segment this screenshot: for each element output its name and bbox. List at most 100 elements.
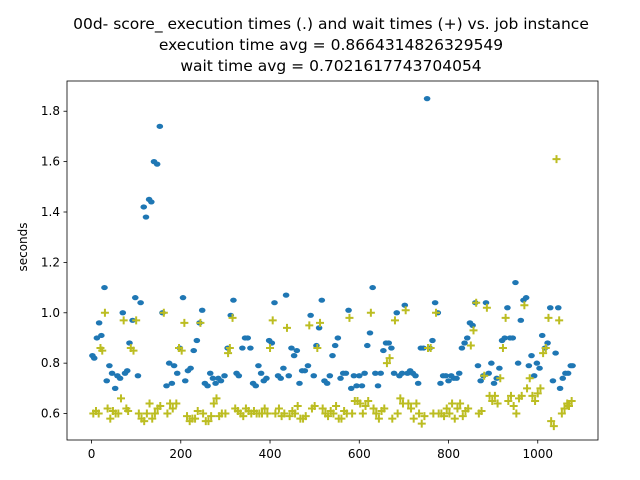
execution-time-point [181, 378, 189, 384]
chart-title: 00d- score_ execution times (.) and wait… [73, 15, 589, 75]
execution-time-point [90, 355, 98, 361]
wait-time-point [191, 414, 200, 423]
execution-time-point [528, 353, 535, 359]
execution-time-point [212, 380, 219, 386]
wait-time-point [150, 409, 159, 418]
execution-time-point [437, 380, 444, 386]
execution-time-point [263, 375, 270, 381]
execution-time-point [485, 370, 492, 376]
execution-time-point [377, 370, 384, 376]
wait-time-point [274, 404, 283, 413]
execution-time-point [380, 347, 387, 354]
wait-time-point [407, 404, 416, 413]
execution-time-point [431, 300, 439, 306]
axis-ticks: 0 200 400 600 800 1000 0.6 0.8 1.0 1.2 1.4 1.6 1.8 [41, 104, 553, 461]
wait-time-point [512, 409, 521, 418]
wait-time-point [552, 155, 561, 164]
execution-time-point [429, 337, 436, 344]
execution-time-point [209, 375, 217, 381]
wait-time-point [390, 316, 399, 325]
wait-time-point [506, 391, 515, 400]
y-axis-label: seconds [16, 222, 30, 271]
wait-time-point [501, 313, 510, 322]
execution-time-point [98, 332, 105, 339]
wait-time-point [100, 308, 109, 317]
wait-time-point [555, 316, 564, 325]
execution-time-point [170, 363, 178, 369]
wait-time-point [466, 341, 475, 350]
execution-time-point [364, 342, 371, 349]
wait-time-point [544, 313, 553, 322]
wait-time-point [180, 318, 189, 327]
execution-time-point [290, 353, 298, 359]
execution-time-point [517, 317, 525, 323]
execution-time-point [277, 375, 285, 381]
wait-time-point [156, 401, 165, 410]
wait-time-point [385, 354, 394, 363]
execution-time-point [512, 279, 519, 286]
wait-time-point [358, 409, 367, 418]
wait-time-point [426, 344, 435, 353]
wait-time-point [193, 407, 202, 416]
wait-time-point [415, 409, 424, 418]
wait-time-point [477, 407, 486, 416]
execution-time-point [140, 204, 148, 210]
wait-time-point [450, 414, 459, 423]
execution-time-point [423, 96, 431, 102]
execution-time-point [95, 320, 103, 326]
execution-time-point [165, 360, 173, 366]
execution-time-point [106, 363, 113, 369]
wait-time-point [547, 417, 556, 426]
execution-time-point [374, 383, 382, 389]
wait-time-point [374, 414, 383, 423]
wait-time-point [380, 404, 389, 413]
execution-time-point [206, 370, 214, 376]
wait-time-point [228, 313, 237, 322]
execution-time-point [280, 365, 287, 371]
execution-time-point [244, 335, 252, 341]
execution-time-point [388, 345, 395, 351]
wait-time-point [348, 409, 357, 418]
execution-time-point [554, 305, 562, 311]
wait-time-point [266, 344, 275, 353]
wait-time-point [124, 407, 133, 416]
execution-time-point [318, 297, 326, 303]
wait-time-point [106, 414, 115, 423]
wait-time-point [388, 414, 397, 423]
wait-time-point [496, 374, 505, 383]
wait-time-point [364, 396, 373, 405]
execution-time-point [385, 340, 393, 346]
wait-time-point [168, 404, 177, 413]
wait-time-point [318, 404, 327, 413]
execution-time-point [559, 375, 567, 381]
execution-time-point [393, 310, 401, 316]
execution-time-point [111, 385, 119, 391]
execution-time-point [461, 340, 468, 346]
wait-time-point [224, 349, 233, 358]
wait-time-point [472, 298, 481, 307]
execution-time-point [490, 380, 498, 386]
wait-time-point [498, 344, 507, 353]
execution-time-point [445, 378, 452, 384]
wait-time-point [239, 412, 248, 421]
execution-time-point [366, 330, 374, 336]
wait-time-point [148, 414, 157, 423]
execution-time-point [307, 312, 314, 318]
execution-time-point [119, 310, 127, 316]
execution-time-point [326, 373, 334, 379]
execution-time-point [412, 373, 419, 379]
wait-time-point [163, 409, 172, 418]
execution-time-point [496, 365, 503, 371]
plot-area-frame [66, 80, 599, 441]
execution-time-point [134, 373, 142, 379]
execution-time-point [390, 370, 398, 376]
wait-time-point [209, 399, 218, 408]
chart-title-line-3: wait time avg = 0.7021617743704054 [180, 57, 481, 75]
wait-time-point [119, 316, 128, 325]
execution-time-point [552, 350, 559, 356]
wait-time-point [417, 419, 426, 428]
execution-time-point [239, 345, 246, 351]
wait-time-point [560, 404, 569, 413]
execution-time-point [235, 373, 243, 379]
